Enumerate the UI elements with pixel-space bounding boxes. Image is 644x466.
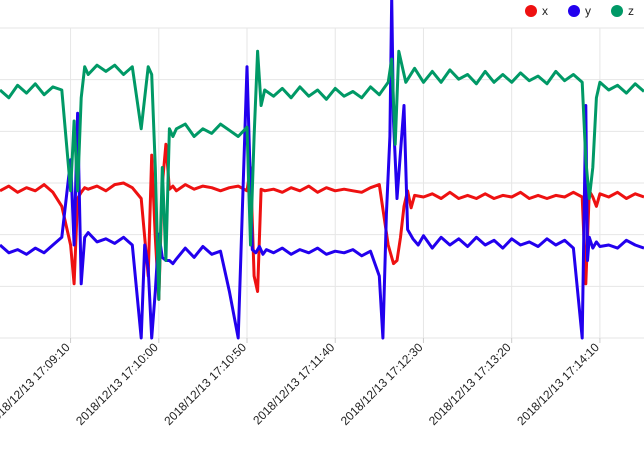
x-tick-label: 2018/12/13 17:12:30 (338, 340, 426, 428)
x-tick-label: 2018/12/13 17:09:10 (0, 340, 73, 428)
x-tick-label: 2018/12/13 17:10:50 (161, 340, 249, 428)
legend-label: y (585, 4, 591, 18)
legend-dot-icon (525, 5, 537, 17)
legend-item-x[interactable]: x (525, 4, 548, 18)
legend-dot-icon (611, 5, 623, 17)
series-line-x (0, 142, 644, 301)
legend-item-z[interactable]: z (611, 4, 634, 18)
legend-dot-icon (568, 5, 580, 17)
x-tick-label: 2018/12/13 17:14:10 (514, 340, 602, 428)
legend-label: x (542, 4, 548, 18)
series-line-y (0, 0, 644, 340)
series-lines (0, 0, 644, 340)
legend-label: z (628, 4, 634, 18)
x-axis-tick-labels: 2018/12/13 17:09:10 2018/12/13 17:10:00 20… (0, 338, 602, 428)
legend-item-y[interactable]: y (568, 4, 591, 18)
grid (0, 27, 644, 339)
x-tick-label: 2018/12/13 17:10:00 (73, 340, 161, 428)
x-tick-label: 2018/12/13 17:11:40 (250, 340, 337, 427)
series-line-z (0, 49, 644, 301)
legend: x y z (525, 4, 634, 18)
x-tick-label: 2018/12/13 17:13:20 (426, 340, 514, 428)
